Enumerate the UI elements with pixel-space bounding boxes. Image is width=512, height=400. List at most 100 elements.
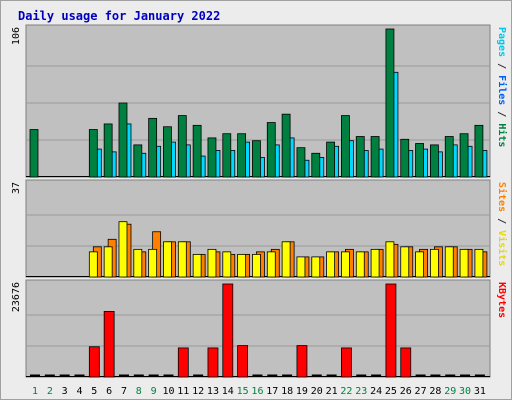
- bar-visits-day-30: [459, 248, 469, 278]
- bar-hits-day-18: [281, 113, 291, 178]
- day-label-22: 22: [340, 386, 352, 397]
- day-label-28: 28: [429, 386, 441, 397]
- day-labels-group: 1 2 3 4 5 6 7 8 9 10 11 12 13 14 15 16 17 18 19 20 21 22 23 24 2…: [32, 386, 486, 397]
- bar-hits-day-11: [177, 115, 187, 178]
- bar-visits-day-25: [385, 241, 395, 278]
- day-label-17: 17: [266, 386, 278, 397]
- day-label-16: 16: [251, 386, 263, 397]
- day-label-24: 24: [370, 386, 382, 397]
- day-label-2: 2: [47, 386, 53, 397]
- legend-entry: KBytes: [496, 282, 507, 318]
- day-label-11: 11: [177, 386, 189, 397]
- day-label-23: 23: [355, 386, 367, 397]
- day-label-7: 7: [121, 386, 127, 397]
- bar-kbytes-day-14: [222, 283, 234, 378]
- day-label-12: 12: [192, 386, 204, 397]
- bar-hits-day-12: [192, 124, 202, 178]
- y-max-label: 106: [11, 27, 22, 45]
- day-label-21: 21: [326, 386, 338, 397]
- bar-hits-day-15: [237, 133, 247, 178]
- panel-hits: 106 Pages / Files / Hits: [11, 24, 508, 178]
- bar-hits-day-19: [296, 147, 306, 178]
- panel-kbytes: 23676 KBytes: [11, 279, 507, 378]
- legend-entry: Visits: [496, 230, 508, 266]
- bar-visits-day-19: [296, 256, 306, 278]
- bar-visits-day-22: [341, 251, 350, 278]
- bar-hits-day-14: [222, 133, 232, 178]
- day-label-6: 6: [106, 386, 112, 397]
- day-label-30: 30: [459, 386, 471, 397]
- day-label-27: 27: [415, 386, 427, 397]
- bar-visits-day-16: [252, 253, 261, 278]
- day-label-13: 13: [207, 386, 219, 397]
- day-label-31: 31: [474, 386, 486, 397]
- bar-visits-day-29: [444, 246, 454, 278]
- day-label-20: 20: [311, 386, 323, 397]
- bar-hits-day-1: [29, 129, 39, 178]
- bar-visits-day-26: [400, 246, 410, 278]
- day-label-3: 3: [62, 386, 68, 397]
- day-label-1: 1: [32, 386, 38, 397]
- bar-visits-day-13: [207, 248, 217, 278]
- bar-visits-day-23: [355, 251, 365, 278]
- day-label-4: 4: [76, 386, 82, 397]
- day-label-9: 9: [151, 386, 157, 397]
- legend-entry: Hits: [496, 123, 508, 147]
- bar-kbytes-day-5: [88, 346, 100, 378]
- bar-hits-day-23: [355, 136, 365, 178]
- bar-kbytes-day-26: [400, 347, 412, 378]
- day-label-26: 26: [400, 386, 412, 397]
- legend-entry: /: [496, 212, 507, 230]
- bar-hits-day-8: [133, 144, 143, 178]
- bar-hits-day-6: [103, 123, 113, 178]
- bar-hits-day-9: [148, 117, 158, 178]
- bar-visits-day-11: [177, 241, 187, 278]
- bar-visits-day-12: [192, 253, 202, 278]
- day-label-10: 10: [162, 386, 174, 397]
- bar-hits-day-26: [400, 138, 410, 178]
- bar-visits-day-8: [133, 248, 143, 278]
- bar-hits-day-20: [311, 152, 321, 178]
- bar-kbytes-day-11: [177, 347, 189, 378]
- y-max-label: 37: [11, 182, 22, 194]
- day-label-14: 14: [222, 386, 234, 397]
- day-label-29: 29: [444, 386, 456, 397]
- bar-hits-day-24: [370, 136, 380, 178]
- panels-group: 106 Pages / Files / Hits 37 Sites / Visits 2…: [11, 24, 508, 378]
- bar-kbytes-day-13: [207, 347, 219, 378]
- bar-visits-day-20: [311, 256, 321, 278]
- legend-entry: Pages: [496, 27, 507, 57]
- bar-visits-day-24: [370, 248, 380, 278]
- bar-visits-day-15: [237, 253, 247, 278]
- bar-hits-day-16: [252, 140, 261, 178]
- panel-background: [25, 279, 491, 378]
- day-label-15: 15: [237, 386, 249, 397]
- bar-visits-day-21: [326, 251, 336, 278]
- bar-hits-day-27: [415, 143, 424, 178]
- bar-hits-day-29: [444, 136, 454, 178]
- day-label-5: 5: [91, 386, 97, 397]
- legend-entry: /: [496, 105, 507, 123]
- bar-hits-day-7: [118, 102, 128, 178]
- day-label-18: 18: [281, 386, 293, 397]
- bar-visits-day-6: [103, 246, 113, 278]
- series-legend: Sites / Visits: [496, 182, 508, 266]
- day-label-8: 8: [136, 386, 142, 397]
- bar-hits-day-30: [459, 133, 469, 178]
- bar-visits-day-31: [474, 248, 484, 278]
- bar-visits-day-27: [415, 251, 424, 278]
- bar-visits-day-14: [222, 251, 232, 278]
- day-label-19: 19: [296, 386, 308, 397]
- bar-visits-day-17: [266, 251, 276, 278]
- bar-kbytes-day-19: [296, 345, 308, 378]
- bar-hits-day-13: [207, 137, 217, 178]
- bar-hits-day-5: [88, 129, 98, 178]
- bar-kbytes-day-15: [237, 345, 249, 378]
- bar-hits-day-22: [341, 115, 350, 178]
- bar-hits-day-21: [326, 141, 336, 178]
- series-legend: Pages / Files / Hits: [496, 27, 508, 147]
- bar-visits-day-10: [163, 241, 172, 278]
- bar-visits-day-28: [430, 248, 439, 278]
